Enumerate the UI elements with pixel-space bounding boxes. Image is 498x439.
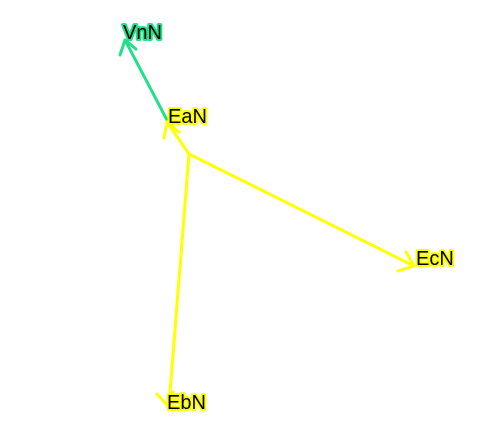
- vector-vnn-label: VnN: [123, 22, 162, 44]
- vector-vnn-arrowhead: [118, 38, 138, 57]
- vector-vnn: [118, 38, 169, 122]
- vector-ecn-shaft: [187, 152, 416, 268]
- vector-ebn: [155, 152, 191, 409]
- vector-ean-shaft: [165, 120, 191, 156]
- vector-ebn-label: EbN: [167, 392, 206, 414]
- vector-vnn-shaft: [123, 38, 169, 122]
- vector-ean: [162, 120, 191, 156]
- vector-ecn: [187, 152, 416, 273]
- vector-ean-arrowhead: [162, 120, 181, 140]
- vector-ebn-arrowhead: [155, 390, 175, 409]
- vector-ebn-shaft: [167, 152, 191, 407]
- vector-ecn-label: EcN: [416, 248, 454, 270]
- vector-ean-label: EaN: [168, 106, 207, 128]
- vector-ecn-arrowhead: [396, 250, 416, 273]
